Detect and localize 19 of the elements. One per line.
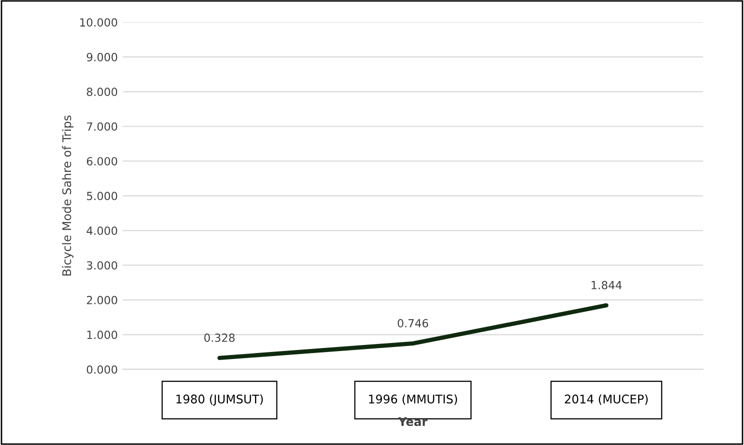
y-tick-label: 5.000 xyxy=(86,192,118,200)
y-tick-label: 6.000 xyxy=(86,157,118,166)
data-label: 0.746 xyxy=(398,319,428,328)
x-tick-label: 1980 (JUMSUT) xyxy=(176,394,263,406)
x-axis-title: Year xyxy=(398,417,428,426)
y-tick-label: 4.000 xyxy=(86,226,118,235)
y-axis-title: Bicycle Mode Sahre of Trips xyxy=(62,116,74,276)
x-tick-label: 1996 (MMUTIS) xyxy=(369,394,458,405)
x-tick-label: 2014 (MUCEP) xyxy=(564,394,648,405)
y-tick-label: 3.000 xyxy=(86,261,118,270)
y-tick-label: 7.000 xyxy=(87,122,118,131)
y-tick-label: 0.000 xyxy=(86,365,118,374)
data-label: 1.844 xyxy=(592,280,622,290)
data-label: 0.328 xyxy=(204,334,235,342)
y-tick-label: 8.000 xyxy=(86,88,118,96)
y-tick-label: 10.000 xyxy=(80,18,118,27)
y-tick-label: 1.000 xyxy=(87,330,118,340)
y-tick-label: 9.000 xyxy=(86,52,118,62)
y-tick-label: 2.000 xyxy=(86,296,118,304)
